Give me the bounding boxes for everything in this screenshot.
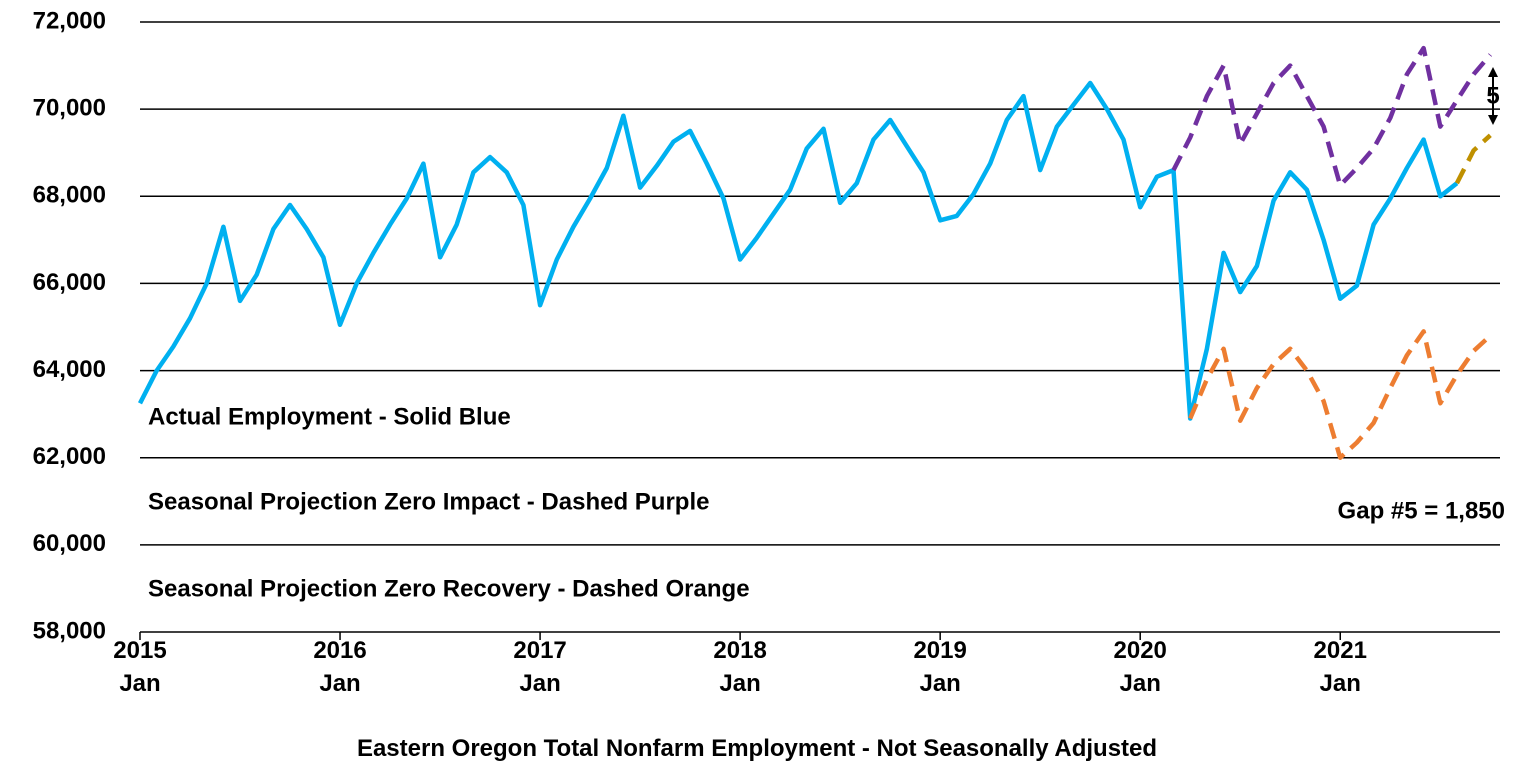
annotation: Gap #5 = 1,850 <box>1338 497 1505 524</box>
y-tick-label: 66,000 <box>33 269 106 296</box>
x-tick-label: 2020 Jan <box>1113 637 1167 697</box>
y-tick-label: 68,000 <box>33 182 106 209</box>
series-line <box>1171 45 1493 188</box>
annotation: 5 <box>1486 82 1499 109</box>
x-tick-label: 2019 Jan <box>913 637 967 697</box>
y-tick-label: 58,000 <box>33 617 106 644</box>
legend-label: Actual Employment - Solid Blue <box>148 403 511 430</box>
y-tick-label: 70,000 <box>33 94 106 121</box>
series-line <box>1454 133 1492 185</box>
series-line <box>1188 329 1492 460</box>
x-axis-title: Eastern Oregon Total Nonfarm Employment … <box>356 735 1158 762</box>
legend-label: Seasonal Projection Zero Impact - Dashed… <box>148 488 709 515</box>
x-tick-label: 2018 Jan <box>713 637 767 697</box>
x-tick-label: 2021 Jan <box>1313 637 1367 697</box>
x-tick-label: 2017 Jan <box>513 637 567 697</box>
y-tick-label: 60,000 <box>33 530 106 557</box>
x-tick-label: 2015 Jan <box>113 637 167 697</box>
y-tick-label: 62,000 <box>33 443 106 470</box>
legend-label: Seasonal Projection Zero Recovery - Dash… <box>148 575 750 602</box>
y-tick-label: 64,000 <box>33 356 106 383</box>
y-tick-label: 72,000 <box>33 7 106 34</box>
series-line <box>137 80 1459 421</box>
x-tick-label: 2016 Jan <box>313 637 367 697</box>
